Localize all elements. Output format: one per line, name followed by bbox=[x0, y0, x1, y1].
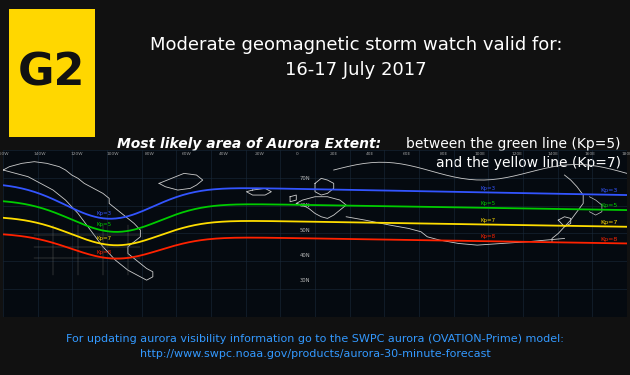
Text: 100E: 100E bbox=[474, 152, 486, 156]
Text: 160W: 160W bbox=[0, 152, 9, 156]
Text: 80E: 80E bbox=[439, 152, 447, 156]
Text: Kp=3: Kp=3 bbox=[600, 188, 617, 194]
Text: 180E: 180E bbox=[621, 152, 630, 156]
Text: 140W: 140W bbox=[33, 152, 46, 156]
Text: Kp=5: Kp=5 bbox=[97, 222, 112, 227]
FancyBboxPatch shape bbox=[9, 9, 95, 137]
Text: Kp=8: Kp=8 bbox=[480, 234, 495, 239]
Text: Kp=5: Kp=5 bbox=[480, 201, 495, 206]
Text: 50N: 50N bbox=[299, 228, 310, 232]
Text: Most likely area of Aurora Extent:: Most likely area of Aurora Extent: bbox=[117, 137, 381, 151]
Text: 40E: 40E bbox=[366, 152, 374, 156]
Text: Kp=3: Kp=3 bbox=[480, 186, 495, 190]
Text: 140E: 140E bbox=[548, 152, 559, 156]
Text: 60E: 60E bbox=[403, 152, 411, 156]
Text: 0: 0 bbox=[295, 152, 298, 156]
Text: 60W: 60W bbox=[181, 152, 192, 156]
Text: 60N: 60N bbox=[299, 202, 310, 208]
Text: 40W: 40W bbox=[219, 152, 228, 156]
Text: 20W: 20W bbox=[255, 152, 265, 156]
Bar bbox=[3, 150, 627, 317]
Text: Kp=8: Kp=8 bbox=[97, 250, 112, 255]
Text: 30N: 30N bbox=[299, 278, 310, 283]
Text: Kp=3: Kp=3 bbox=[97, 211, 112, 216]
Text: 160E: 160E bbox=[585, 152, 595, 156]
Text: 100W: 100W bbox=[107, 152, 120, 156]
Text: Kp=7: Kp=7 bbox=[480, 218, 495, 223]
Text: 70N: 70N bbox=[299, 176, 310, 181]
Text: 20E: 20E bbox=[329, 152, 338, 156]
Text: between the green line (Kp=5)
and the yellow line (Kp=7): between the green line (Kp=5) and the ye… bbox=[406, 137, 621, 170]
Text: Kp=8: Kp=8 bbox=[600, 237, 617, 242]
Text: Moderate geomagnetic storm watch valid for:
16-17 July 2017: Moderate geomagnetic storm watch valid f… bbox=[150, 36, 562, 79]
Text: G2: G2 bbox=[18, 52, 86, 94]
Text: 120E: 120E bbox=[512, 152, 522, 156]
Text: Kp=7: Kp=7 bbox=[600, 220, 617, 225]
Text: Kp=7: Kp=7 bbox=[97, 236, 112, 241]
Text: Kp=5: Kp=5 bbox=[600, 203, 617, 208]
Text: 40N: 40N bbox=[299, 253, 310, 258]
Text: 120W: 120W bbox=[70, 152, 83, 156]
Text: For updating aurora visibility information go to the SWPC aurora (OVATION-Prime): For updating aurora visibility informati… bbox=[66, 334, 564, 359]
Text: 80W: 80W bbox=[145, 152, 155, 156]
